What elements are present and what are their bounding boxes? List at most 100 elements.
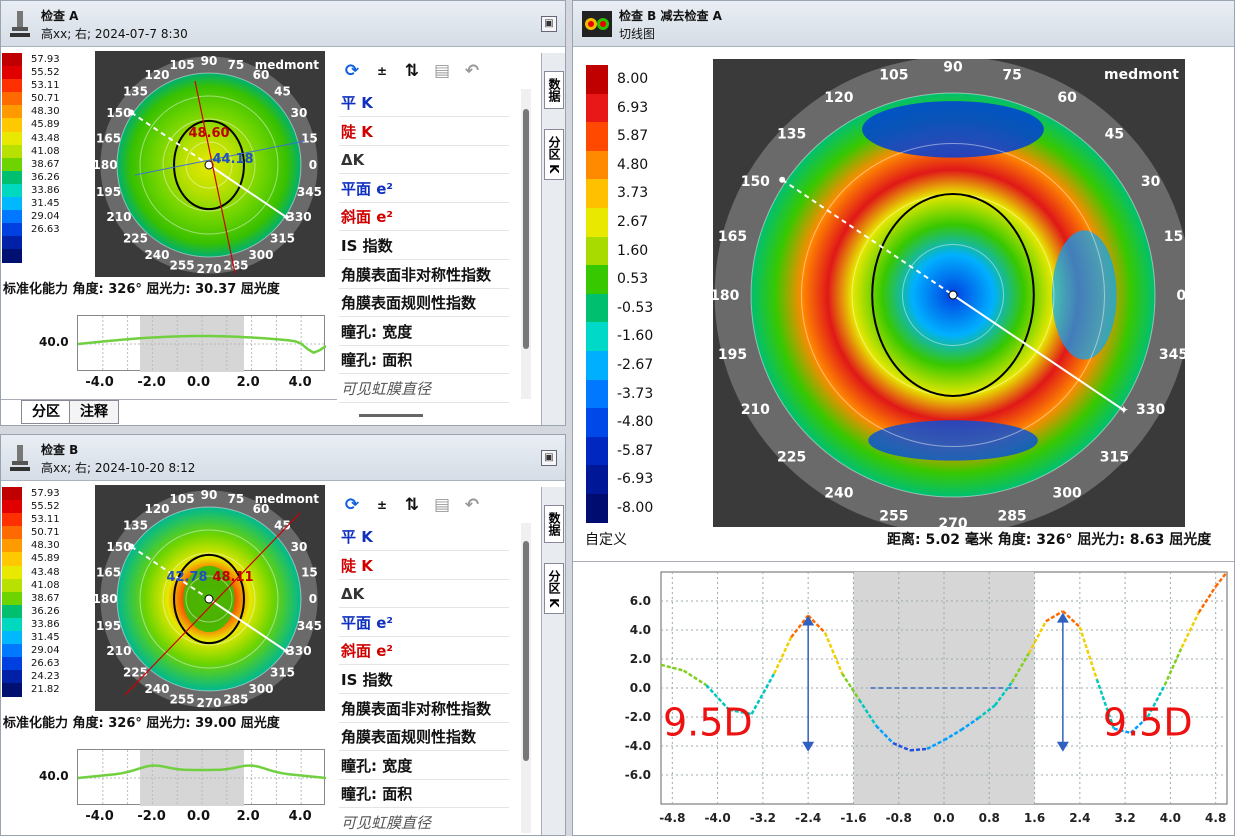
exam-b-scale-swatch [2, 578, 22, 592]
exam-b-color-scale: 57.93 55.52 53.11 50.71 48.30 45.89 43.48 41.08… [1, 487, 60, 697]
exam-b-scale-step: 29.04 [1, 644, 60, 658]
difference-chart-x-tick: -4.0 [704, 811, 730, 825]
exam-a-scale-step: 31.45 [1, 197, 60, 211]
exam-a-angle-label: 330 [287, 210, 312, 224]
exam-b-index-item[interactable]: IS 指数 [339, 666, 509, 694]
exam-b-index-item[interactable]: 陡 K [339, 552, 509, 580]
difference-scale-swatch [586, 465, 608, 494]
exam-b-index-item[interactable]: 角膜表面非对称性指数 [339, 695, 509, 723]
exam-a-scale-label: 26.63 [31, 224, 60, 236]
difference-scale-label: 0.53 [617, 271, 649, 288]
difference-angle-label: 210 [741, 402, 770, 418]
difference-meridian-end[interactable]: ✦ [1119, 403, 1129, 417]
exam-a-index-item[interactable]: 角膜表面规则性指数 [339, 289, 509, 318]
exam-b-ring [162, 552, 256, 646]
exam-b-angle-label: 270 [196, 696, 221, 710]
exam-b-index-item[interactable]: 瞳孔: 宽度 [339, 752, 509, 780]
exam-b-side-tabs: 数据 分区 K [541, 487, 565, 835]
difference-chart-series-segment [909, 747, 928, 752]
exam-b-scale-swatch [2, 552, 22, 566]
exam-a-scrollbar[interactable] [521, 89, 531, 399]
exam-b-scale-swatch [2, 670, 22, 684]
tab-zone-k[interactable]: 分区 K [544, 563, 564, 615]
difference-chart-series-segment [750, 672, 776, 715]
difference-scale-label: -2.67 [617, 356, 654, 373]
exam-b-angle-label: 135 [123, 519, 148, 533]
exam-a-flat-axis [134, 140, 306, 176]
exam-b-scale-step: 36.26 [1, 604, 60, 618]
exam-a-index-item[interactable]: 平面 e² [339, 175, 509, 203]
exam-b-index-item[interactable]: ΔK [339, 580, 509, 609]
exam-b-index-item[interactable]: 角膜表面规则性指数 [339, 723, 509, 752]
exam-b-scale-swatch [2, 539, 22, 553]
exam-a-scale-label: 53.11 [31, 80, 60, 92]
difference-chart-series-segment [1062, 610, 1081, 629]
exam-b-index-item[interactable]: 瞳孔: 面积 [339, 780, 509, 809]
exam-b-scale-swatch [2, 513, 22, 527]
exam-b-map[interactable]: ✦ 90 105 120 135 150 165 180 195 210 225 240 255 270 2… [93, 485, 325, 711]
tab-data[interactable]: 数据 [544, 71, 564, 109]
add-remove-icon[interactable]: ± [376, 64, 388, 78]
refresh-icon[interactable]: ⟳ [344, 61, 360, 81]
undo-icon[interactable]: ↶ [464, 495, 480, 515]
exam-a-hscroll[interactable] [359, 414, 423, 417]
difference-scale-label: -3.73 [617, 385, 654, 402]
exam-b-header: 检查 B 高xx; 右; 2024-10-20 8:12 ▣ [1, 435, 565, 481]
exam-a-scale-swatch [2, 144, 22, 158]
exam-b-scrollbar[interactable] [521, 523, 531, 833]
exam-a-scale-label: 45.89 [31, 119, 60, 131]
exam-a-index-item[interactable]: 平 K [339, 89, 509, 117]
exam-b-meridian-end[interactable]: ✦ [282, 644, 292, 658]
tab-zone-k[interactable]: 分区 K [544, 129, 564, 181]
exam-a-map[interactable]: ✦ 90 105 120 135 150 165 180 195 210 225 240 255 270 2… [93, 51, 325, 277]
add-remove-icon[interactable]: ± [376, 498, 388, 512]
save-icon[interactable]: ▤ [433, 61, 451, 81]
difference-chart-series-segment [875, 724, 894, 744]
difference-angle-label: 180 [713, 288, 740, 304]
maximize-button[interactable]: ▣ [541, 450, 557, 466]
exam-a-scale-label: 29.04 [31, 211, 60, 223]
exam-a-profile-tick-label: 0.0 [187, 375, 211, 390]
exam-a-meridian-start [128, 109, 135, 116]
difference-chart-x-tick: 4.0 [1160, 811, 1181, 825]
exam-a-index-item[interactable]: 角膜表面非对称性指数 [339, 261, 509, 289]
exam-a-index-item[interactable]: IS 指数 [339, 232, 509, 260]
undo-icon[interactable]: ↶ [464, 61, 480, 81]
exam-a-profile-tick-label: 4.0 [288, 375, 312, 390]
exam-b-profile [77, 749, 327, 806]
exam-a-scale-step: 43.48 [1, 131, 60, 145]
save-icon[interactable]: ▤ [433, 495, 451, 515]
exam-a-scale-swatch [2, 210, 22, 224]
exam-b-index-item[interactable]: 平面 e² [339, 609, 509, 637]
sort-icon[interactable]: ⇅ [404, 495, 420, 515]
exam-b-index-item[interactable]: 斜面 e² [339, 637, 509, 666]
difference-map[interactable]: ✦ 90 105 120 135 150 165 180 195 210 225 240 255 270 2… [710, 56, 1192, 534]
tab-notes[interactable]: 注释 [69, 400, 119, 424]
difference-scale-step: 0.53 [585, 265, 649, 294]
exam-a-scale-step: 29.04 [1, 210, 60, 224]
exam-a-meridian-end[interactable]: ✦ [282, 210, 292, 224]
exam-a-index-item[interactable]: 陡 K [339, 118, 509, 146]
exam-a-angle-label: 255 [170, 259, 195, 273]
difference-angle-label: 30 [1141, 174, 1161, 190]
exam-a-index-item[interactable]: 斜面 e² [339, 203, 509, 232]
difference-ring [801, 143, 1105, 447]
exam-b-index-item[interactable]: 平 K [339, 523, 509, 551]
difference-chart-series-segment [728, 708, 752, 716]
exam-b-steep-axis [124, 512, 301, 696]
exam-a-index-item[interactable]: 可见虹膜直径 [339, 375, 509, 403]
maximize-button[interactable]: ▣ [541, 16, 557, 32]
refresh-icon[interactable]: ⟳ [344, 495, 360, 515]
tab-data[interactable]: 数据 [544, 505, 564, 543]
exam-b-angle-label: 240 [144, 682, 169, 696]
sort-icon[interactable]: ⇅ [404, 61, 420, 81]
exam-a-index-item[interactable]: ΔK [339, 146, 509, 175]
exam-a-bottom-tabs: 分区 注释 [1, 399, 337, 425]
exam-b-index-item[interactable]: 可见虹膜直径 [339, 809, 509, 835]
exam-a-index-item[interactable]: 瞳孔: 面积 [339, 346, 509, 375]
exam-a-scale-swatch [2, 236, 22, 250]
tab-zones[interactable]: 分区 [21, 400, 71, 424]
exam-a-index-item[interactable]: 瞳孔: 宽度 [339, 318, 509, 346]
exam-a-scale-swatch [2, 223, 22, 237]
